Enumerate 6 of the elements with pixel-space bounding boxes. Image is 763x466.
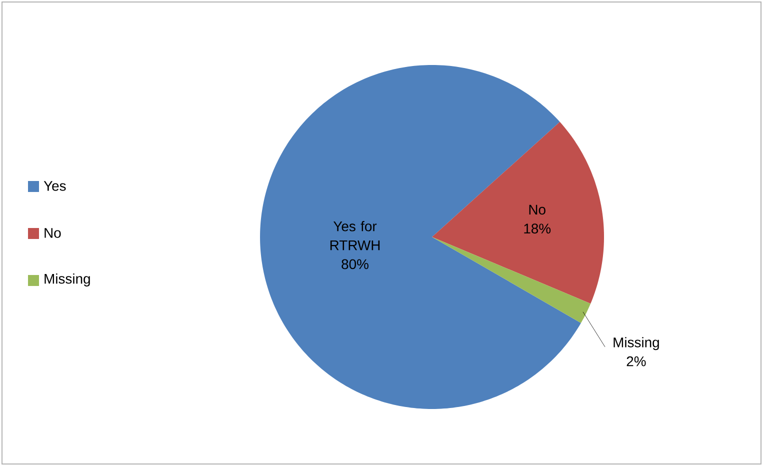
legend-label: No [44, 228, 61, 238]
legend-label: Missing [44, 273, 90, 286]
data-label: Missing 2% [614, 337, 659, 366]
legend-label: Yes [44, 181, 66, 191]
data-label: No 18% [524, 204, 551, 234]
data-label: Yes for RTRWH 80% [330, 221, 380, 270]
